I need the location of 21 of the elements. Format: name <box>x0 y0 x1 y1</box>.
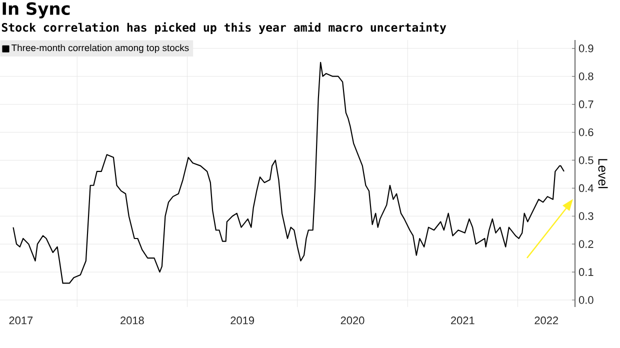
y-tick-label: 0.4 <box>578 184 594 192</box>
y-tick-label: 0.7 <box>578 100 594 108</box>
y-tick-label: 0.9 <box>578 44 594 52</box>
line-series <box>12 62 565 284</box>
y-tick-label: 0.2 <box>578 240 594 248</box>
y-axis-title: Level <box>598 159 608 188</box>
x-tick-label: 2017 <box>9 316 33 324</box>
chart-title: In Sync <box>2 2 70 18</box>
x-tick-label: 2019 <box>230 316 254 324</box>
chart-subtitle: Stock correlation has picked up this year amid macro uncertainty <box>2 22 446 34</box>
y-tick-label: 0.1 <box>578 268 594 276</box>
x-tick-label: 2021 <box>451 316 474 324</box>
x-tick-label: 2020 <box>340 316 364 324</box>
y-tick-label: 0.0 <box>578 296 594 304</box>
y-tick-label: 0.5 <box>578 156 594 164</box>
y-tick-label: 0.6 <box>578 128 594 136</box>
x-tick-label: 2018 <box>120 316 144 324</box>
y-tick-label: 0.8 <box>578 72 594 80</box>
legend-label: Three-month correlation among top stocks <box>12 44 189 54</box>
y-tick-label: 0.3 <box>578 212 594 220</box>
x-tick-label: 2022 <box>534 316 558 324</box>
